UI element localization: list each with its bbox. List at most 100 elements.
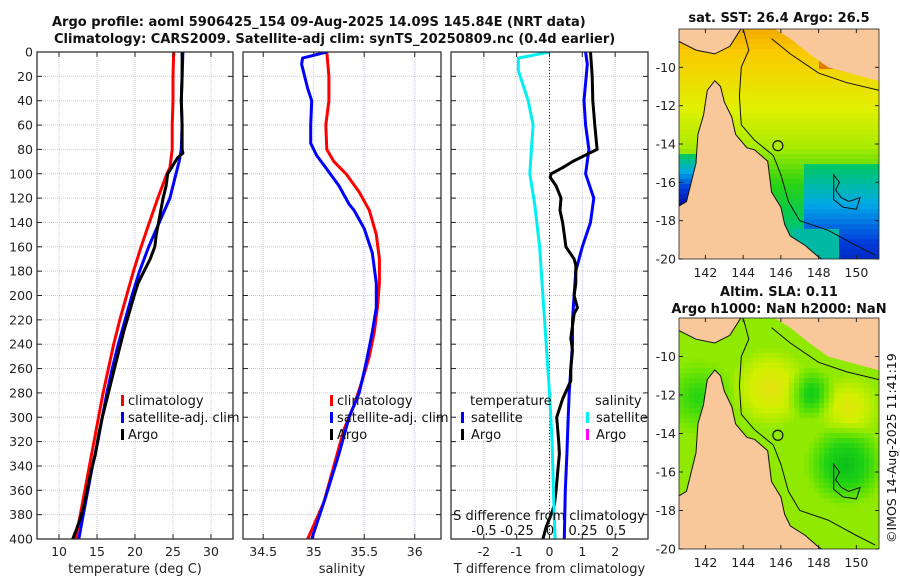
map-pixel — [779, 34, 785, 40]
map-pixel — [839, 84, 845, 90]
panel-sla_map: 142 144 146 148 150-10-12-14-16-18-20Altim. … — [656, 285, 887, 570]
map-pixel — [864, 428, 870, 434]
map-pixel — [829, 448, 835, 454]
map-pixel — [839, 164, 845, 170]
map-pixel — [834, 174, 840, 180]
map-pixel — [834, 79, 840, 85]
map-pixel — [679, 393, 685, 399]
map-pixel — [679, 144, 685, 150]
map-pixel — [789, 144, 795, 150]
map-pixel — [824, 453, 830, 459]
map-pixel — [859, 109, 865, 115]
map-pixel — [849, 433, 855, 439]
legend-swatch — [330, 429, 333, 440]
map-pixel — [739, 34, 745, 40]
map-pixel — [699, 363, 705, 369]
map-pixel — [859, 418, 865, 424]
map-pixel — [679, 378, 685, 384]
map-pixel — [754, 129, 760, 135]
map-pixel — [819, 378, 825, 384]
map-pixel — [849, 468, 855, 474]
map-pixel — [849, 363, 855, 369]
map-pixel — [794, 428, 800, 434]
map-pixel — [744, 343, 750, 349]
map-pixel — [854, 498, 860, 504]
map-pixel — [754, 398, 760, 404]
map-pixel — [689, 348, 695, 354]
map-pixel — [709, 69, 715, 75]
map-pixel — [839, 234, 845, 240]
map-pixel — [844, 234, 850, 240]
map-pixel — [759, 49, 765, 55]
map-pixel — [744, 323, 750, 329]
map-pixel — [829, 503, 835, 509]
map-pixel — [679, 343, 685, 349]
map-pixel — [829, 523, 835, 529]
x-tick-label: -2 — [478, 544, 490, 559]
map-pixel — [699, 69, 705, 75]
map-pixel — [804, 403, 810, 409]
map-pixel — [774, 418, 780, 424]
map-pixel — [844, 508, 850, 514]
x-axis-label: salinity — [319, 562, 366, 577]
map-pixel — [694, 373, 700, 379]
map-pixel — [839, 69, 845, 75]
map-pixel — [829, 184, 835, 190]
map-pixel — [789, 373, 795, 379]
map-pixel — [749, 383, 755, 389]
map-pixel — [854, 109, 860, 115]
map-pixel — [809, 129, 815, 135]
map-pixel — [824, 428, 830, 434]
map-pixel — [789, 398, 795, 404]
map-pixel — [819, 149, 825, 155]
map-pixel — [824, 119, 830, 125]
map-pixel — [854, 244, 860, 250]
map-pixel — [744, 109, 750, 115]
map-pixel — [849, 194, 855, 200]
map-pixel — [784, 438, 790, 444]
map-pixel — [799, 388, 805, 394]
map-pixel — [824, 533, 830, 539]
map-pixel — [754, 318, 760, 324]
map-pixel — [839, 189, 845, 195]
map-pixel — [779, 438, 785, 444]
map-pixel — [794, 104, 800, 110]
map-pixel — [804, 234, 810, 240]
map-pixel — [839, 378, 845, 384]
map-pixel — [864, 508, 870, 514]
map-pixel — [859, 84, 865, 90]
map-pixel — [729, 104, 735, 110]
map-pixel — [734, 328, 740, 334]
map-pixel — [749, 99, 755, 105]
map-pixel — [794, 483, 800, 489]
map-pixel — [744, 44, 750, 50]
map-pixel — [854, 438, 860, 444]
map-pixel — [844, 139, 850, 145]
map-pixel — [869, 239, 875, 245]
map-pixel — [819, 508, 825, 514]
map-pixel — [799, 99, 805, 105]
map-pixel — [864, 114, 870, 120]
map-pixel — [854, 114, 860, 120]
map-pixel — [729, 64, 735, 70]
map-pixel — [804, 199, 810, 205]
map-pixel — [769, 124, 775, 130]
map-pixel — [844, 458, 850, 464]
map-pixel — [694, 94, 700, 100]
map-pixel — [684, 408, 690, 414]
map-pixel — [829, 199, 835, 205]
map-pixel — [734, 343, 740, 349]
map-pixel — [789, 199, 795, 205]
map-pixel — [734, 333, 740, 339]
map-pixel — [764, 29, 770, 35]
map-pixel — [794, 134, 800, 140]
map-pixel — [859, 234, 865, 240]
map-pixel — [779, 428, 785, 434]
map-pixel — [684, 109, 690, 115]
map-pixel — [684, 468, 690, 474]
map-pixel — [724, 383, 730, 389]
map-pixel — [859, 463, 865, 469]
map-pixel — [824, 224, 830, 230]
map-pixel — [859, 239, 865, 245]
map-pixel — [809, 393, 815, 399]
